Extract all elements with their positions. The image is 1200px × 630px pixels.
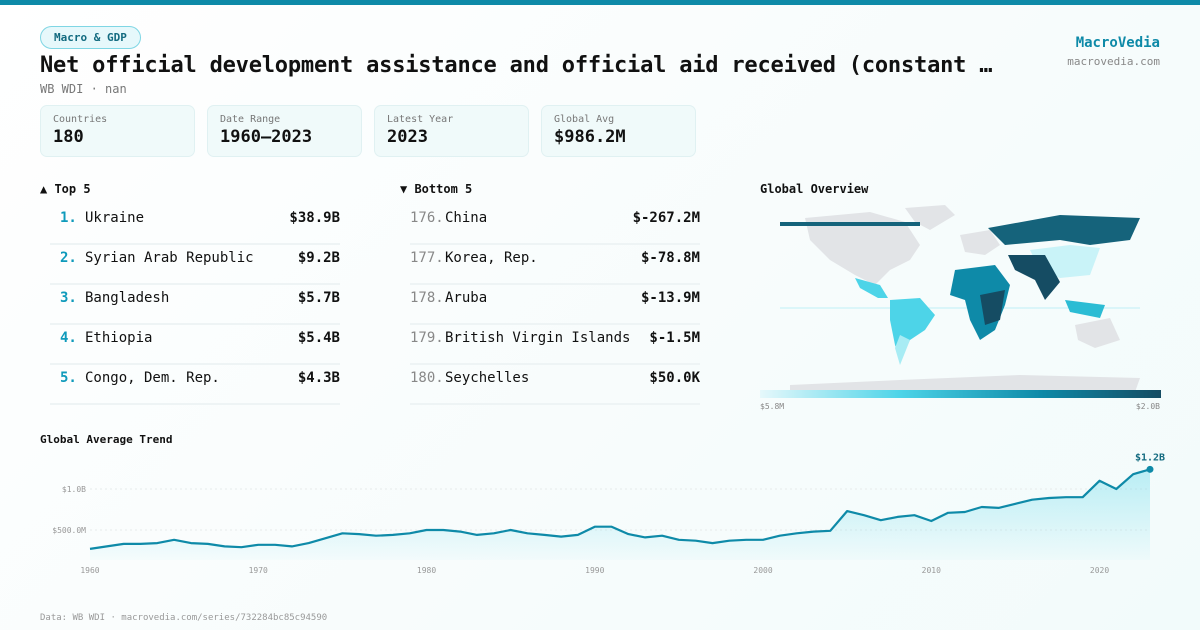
last-value-label: $1.2B bbox=[1135, 452, 1165, 463]
region-europe[interactable] bbox=[960, 230, 1000, 255]
map-legend-max: $2.0B bbox=[1135, 402, 1160, 411]
region-north-america[interactable] bbox=[805, 212, 920, 285]
stat-label: Latest Year bbox=[387, 114, 454, 125]
list-item[interactable]: 177. Korea, Rep. $-78.8M bbox=[410, 245, 700, 285]
country-name: British Virgin Islands bbox=[445, 330, 631, 346]
brand-url[interactable]: macrovedia.com bbox=[1067, 55, 1160, 68]
x-tick-label: 1980 bbox=[417, 566, 436, 575]
trend-heading: Global Average Trend bbox=[40, 433, 173, 446]
rank: 179. bbox=[410, 330, 444, 346]
x-tick-label: 1990 bbox=[585, 566, 604, 575]
region-australia[interactable] bbox=[1075, 318, 1120, 348]
stat-value: 180 bbox=[53, 127, 84, 147]
map-legend-colorbar bbox=[760, 390, 1161, 398]
country-value: $-1.5M bbox=[649, 330, 700, 346]
list-item[interactable]: 3. Bangladesh $5.7B bbox=[50, 285, 340, 325]
region-south-asia-middle-east[interactable] bbox=[1008, 255, 1060, 300]
map-heading: Global Overview bbox=[760, 182, 869, 196]
stat-global-avg: Global Avg $986.2M bbox=[541, 105, 696, 157]
list-item[interactable]: 2. Syrian Arab Republic $9.2B bbox=[50, 245, 340, 285]
y-tick-label: $500.0M bbox=[52, 526, 86, 535]
trend-line bbox=[89, 468, 1151, 550]
country-name: Congo, Dem. Rep. bbox=[85, 370, 220, 386]
country-value: $5.4B bbox=[297, 330, 340, 346]
region-antarctica[interactable] bbox=[790, 375, 1140, 392]
x-tick-label: 2000 bbox=[753, 566, 772, 575]
region-russia-ukraine[interactable] bbox=[988, 215, 1140, 245]
country-value: $5.7B bbox=[297, 290, 340, 306]
country-value: $50.0K bbox=[649, 370, 700, 386]
country-value: $4.3B bbox=[297, 370, 340, 386]
rank: 5. bbox=[60, 370, 77, 386]
rank: 177. bbox=[410, 250, 444, 266]
region-southeast-asia[interactable] bbox=[1065, 300, 1105, 318]
region-southern-cone[interactable] bbox=[895, 335, 910, 365]
top5-heading: ▲ Top 5 bbox=[40, 182, 91, 196]
stat-date-range: Date Range 1960–2023 bbox=[207, 105, 362, 157]
country-value: $-267.2M bbox=[632, 210, 700, 226]
category-badge[interactable]: Macro & GDP bbox=[40, 26, 141, 49]
y-tick-label: $1.0B bbox=[62, 485, 86, 494]
rank: 4. bbox=[60, 330, 77, 346]
rank: 176. bbox=[410, 210, 444, 226]
stat-value: 2023 bbox=[387, 127, 428, 147]
trend-area bbox=[90, 469, 1150, 560]
list-item[interactable]: 178. Aruba $-13.9M bbox=[410, 285, 700, 325]
list-item[interactable]: 5. Congo, Dem. Rep. $4.3B bbox=[50, 365, 340, 405]
stat-countries: Countries 180 bbox=[40, 105, 195, 157]
country-name: Ethiopia bbox=[85, 330, 153, 346]
country-name: China bbox=[445, 210, 488, 226]
list-item[interactable]: 180. Seychelles $50.0K bbox=[410, 365, 700, 405]
region-central-america[interactable] bbox=[855, 278, 888, 298]
country-name: Korea, Rep. bbox=[445, 250, 538, 266]
last-point-marker bbox=[1146, 465, 1154, 473]
region-arctic-band[interactable] bbox=[780, 222, 920, 226]
country-value: $-13.9M bbox=[640, 290, 700, 306]
stat-latest-year: Latest Year 2023 bbox=[374, 105, 529, 157]
list-item[interactable]: 179. British Virgin Islands $-1.5M bbox=[410, 325, 700, 365]
rank: 180. bbox=[410, 370, 444, 386]
top-accent-bar bbox=[0, 0, 1200, 5]
footer-source: Data: WB WDI · macrovedia.com/series/732… bbox=[40, 613, 328, 623]
x-tick-label: 2020 bbox=[1090, 566, 1109, 575]
bottom5-heading: ▼ Bottom 5 bbox=[400, 182, 473, 196]
list-item[interactable]: 1. Ukraine $38.9B bbox=[50, 205, 340, 245]
country-name: Seychelles bbox=[445, 370, 530, 386]
x-tick-label: 1960 bbox=[80, 566, 99, 575]
map-legend-min: $5.8M bbox=[760, 402, 785, 411]
region-east-africa[interactable] bbox=[980, 290, 1005, 325]
country-value: $38.9B bbox=[289, 210, 340, 226]
stat-label: Countries bbox=[53, 114, 108, 125]
region-greenland[interactable] bbox=[905, 205, 955, 230]
rank: 178. bbox=[410, 290, 444, 306]
country-name: Aruba bbox=[445, 290, 488, 306]
world-map[interactable] bbox=[760, 200, 1162, 410]
country-value: $9.2B bbox=[297, 250, 340, 266]
country-value: $-78.8M bbox=[640, 250, 700, 266]
page-subtitle: WB WDI · nan bbox=[40, 82, 127, 96]
x-tick-label: 2010 bbox=[922, 566, 941, 575]
trend-chart[interactable]: $500.0M $1.0B 1960 1970 1980 1990 2000 2010 2020… bbox=[0, 440, 1200, 580]
stat-label: Global Avg bbox=[554, 114, 615, 125]
country-name: Bangladesh bbox=[85, 290, 170, 306]
stat-label: Date Range bbox=[220, 114, 281, 125]
x-tick-label: 1970 bbox=[249, 566, 268, 575]
list-item[interactable]: 4. Ethiopia $5.4B bbox=[50, 325, 340, 365]
brand-logo[interactable]: MacroVedia bbox=[1075, 35, 1160, 51]
rank: 2. bbox=[60, 250, 77, 266]
country-name: Ukraine bbox=[85, 210, 145, 226]
stat-value: 1960–2023 bbox=[220, 127, 313, 147]
list-item[interactable]: 176. China $-267.2M bbox=[410, 205, 700, 245]
country-name: Syrian Arab Republic bbox=[85, 250, 254, 266]
stat-value: $986.2M bbox=[554, 127, 626, 147]
page-title: Net official development assistance and … bbox=[40, 53, 993, 78]
rank: 3. bbox=[60, 290, 77, 306]
rank: 1. bbox=[60, 210, 77, 226]
